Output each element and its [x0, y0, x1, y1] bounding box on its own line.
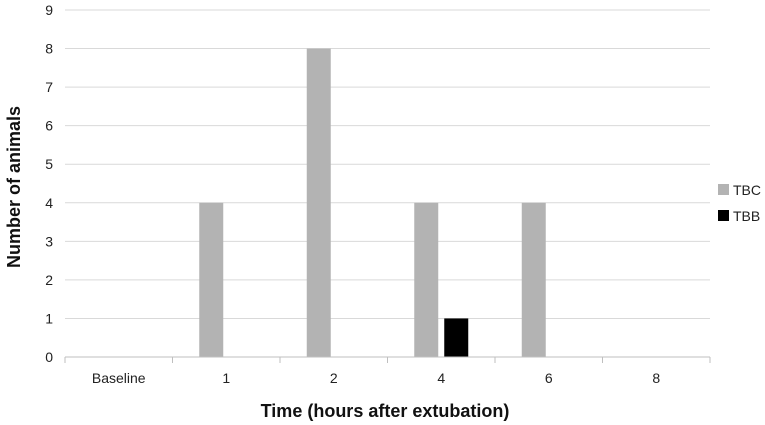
bar-tbb-4 — [444, 318, 469, 357]
y-tick-label: 2 — [45, 272, 53, 288]
legend-swatch-tbb — [718, 210, 729, 221]
x-tick-label: 2 — [330, 370, 338, 386]
y-tick-label: 1 — [45, 310, 53, 326]
legend-label-tbb: TBB — [733, 208, 760, 224]
y-tick-labels: 0 1 2 3 4 5 6 7 8 9 — [45, 2, 53, 365]
x-axis-title: Time (hours after extubation) — [261, 401, 510, 421]
y-tick-label: 9 — [45, 2, 53, 18]
y-tick-label: 3 — [45, 233, 53, 249]
y-tick-label: 8 — [45, 41, 53, 57]
y-axis-title: Number of animals — [4, 106, 24, 268]
legend-label-tbc: TBC — [733, 182, 761, 198]
x-tick-label: 8 — [652, 370, 660, 386]
bar-tbc-1 — [199, 202, 224, 357]
legend-swatch-tbc — [718, 184, 729, 195]
legend: TBC TBB — [718, 182, 761, 224]
bar-tbc-2 — [306, 48, 331, 358]
x-tick-label: 4 — [437, 370, 445, 386]
y-tick-label: 0 — [45, 349, 53, 365]
x-tick-label: 1 — [222, 370, 230, 386]
y-tick-label: 6 — [45, 118, 53, 134]
y-tick-label: 5 — [45, 156, 53, 172]
x-tick-labels: Baseline 1 2 4 6 8 — [64, 357, 711, 386]
bars — [199, 48, 546, 358]
bar-tbc-6 — [521, 202, 546, 357]
bar-tbc-4 — [414, 202, 439, 357]
y-tick-label: 4 — [45, 195, 53, 211]
y-tick-label: 7 — [45, 79, 53, 95]
x-tick-label: 6 — [545, 370, 553, 386]
gridlines — [65, 9, 710, 319]
x-tick-label: Baseline — [92, 370, 146, 386]
